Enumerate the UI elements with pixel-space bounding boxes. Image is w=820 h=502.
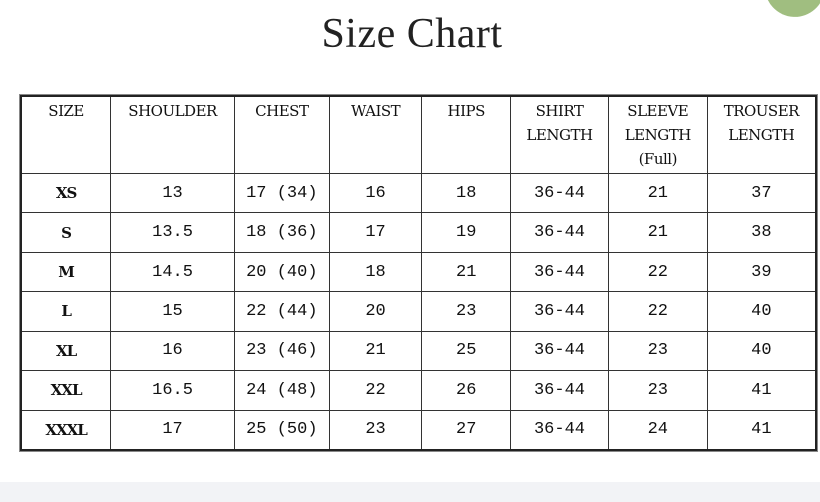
measurement-cell: 18 (36) [233,212,330,253]
measurement-cell: 23 [328,409,423,451]
measurement-cell: 26 [421,370,512,411]
column-header-line: SLEEVE [627,102,689,120]
measurement-cell: 16 [110,330,235,372]
measurement-cell: 23 [607,330,708,372]
size-chart-table: SIZE SHOULDER CHEST WAIST HIPS SHIRT LENGTH SLE… [20,95,817,451]
measurement-cell: 40 [706,291,817,332]
size-cell: XXXL [20,409,112,451]
measurement-cell: 16 [328,172,423,214]
table-row: S 13.5 18 (36) 17 19 36-44 21 38 [20,212,817,253]
measurement-cell: 23 (46) [233,330,330,372]
column-header-line: LENGTH [624,126,692,144]
measurement-cell: 20 (40) [233,251,330,293]
column-header-line: WAIST [350,102,401,120]
measurement-cell: 38 [706,212,817,253]
column-header: SHOULDER [110,95,235,174]
measurement-cell: 36-44 [510,251,609,293]
measurement-cell: 36-44 [510,172,609,214]
measurement-cell: 39 [706,251,817,293]
measurement-cell: 13.5 [110,212,235,253]
measurement-cell: 21 [421,251,512,293]
column-header: TROUSER LENGTH [706,95,817,174]
column-header-line: SHIRT [535,102,584,120]
measurement-cell: 22 [328,370,423,411]
measurement-cell: 24 (48) [233,370,330,411]
measurement-cell: 21 [328,330,423,372]
column-header: SIZE [20,95,112,174]
column-header-line: SHOULDER [128,102,217,120]
measurement-cell: 19 [421,212,512,253]
column-header: CHEST [233,95,330,174]
measurement-cell: 25 [421,330,512,372]
measurement-cell: 36-44 [510,409,609,451]
measurement-cell: 27 [421,409,512,451]
table-row: XL 16 23 (46) 21 25 36-44 23 40 [20,330,817,372]
measurement-cell: 17 [110,409,235,451]
table-row: L 15 22 (44) 20 23 36-44 22 40 [20,291,817,332]
measurement-cell: 13 [110,172,235,214]
measurement-cell: 25 (50) [233,409,330,451]
size-cell: S [20,212,112,253]
column-header-line: LENGTH [526,126,593,144]
measurement-cell: 17 [328,212,423,253]
column-header: WAIST [328,95,423,174]
measurement-cell: 36-44 [510,291,609,332]
measurement-cell: 41 [706,409,817,451]
measurement-cell: 15 [110,291,235,332]
measurement-cell: 23 [421,291,512,332]
measurement-cell: 36-44 [510,212,609,253]
column-header-line: CHEST [255,102,309,120]
measurement-cell: 36-44 [510,370,609,411]
table-row: M 14.5 20 (40) 18 21 36-44 22 39 [20,251,817,293]
measurement-cell: 20 [328,291,423,332]
table-row: XS 13 17 (34) 16 18 36-44 21 37 [20,172,817,214]
size-cell: XXL [20,370,112,411]
column-header: SHIRT LENGTH [510,95,609,174]
measurement-cell: 36-44 [510,330,609,372]
column-header: HIPS [421,95,512,174]
measurement-cell: 21 [607,212,708,253]
measurement-cell: 21 [607,172,708,214]
measurement-cell: 22 [607,251,708,293]
size-cell: L [20,291,112,332]
measurement-cell: 37 [706,172,817,214]
measurement-cell: 22 [607,291,708,332]
measurement-cell: 40 [706,330,817,372]
measurement-cell: 17 (34) [233,172,330,214]
column-header-line: HIPS [447,102,486,120]
column-header-line: (Full) [638,150,678,168]
measurement-cell: 18 [328,251,423,293]
column-header-line: TROUSER [723,102,800,120]
column-header-line: LENGTH [728,126,795,144]
measurement-cell: 23 [607,370,708,411]
measurement-cell: 24 [607,409,708,451]
column-header-line: SIZE [48,102,84,120]
page-title: Size Chart [321,11,503,57]
measurement-cell: 16.5 [110,370,235,411]
table-row: XXXL 17 25 (50) 23 27 36-44 24 41 [20,409,817,451]
size-cell: XL [20,330,112,372]
size-cell: M [20,251,112,293]
measurement-cell: 22 (44) [233,291,330,332]
measurement-cell: 41 [706,370,817,411]
column-header: SLEEVE LENGTH (Full) [607,95,708,174]
table-row: XXL 16.5 24 (48) 22 26 36-44 23 41 [20,370,817,411]
size-cell: XS [20,172,112,214]
header-row: SIZE SHOULDER CHEST WAIST HIPS SHIRT LENGTH SLE… [20,95,817,174]
footer-band [0,482,820,502]
measurement-cell: 18 [421,172,512,214]
measurement-cell: 14.5 [110,251,235,293]
